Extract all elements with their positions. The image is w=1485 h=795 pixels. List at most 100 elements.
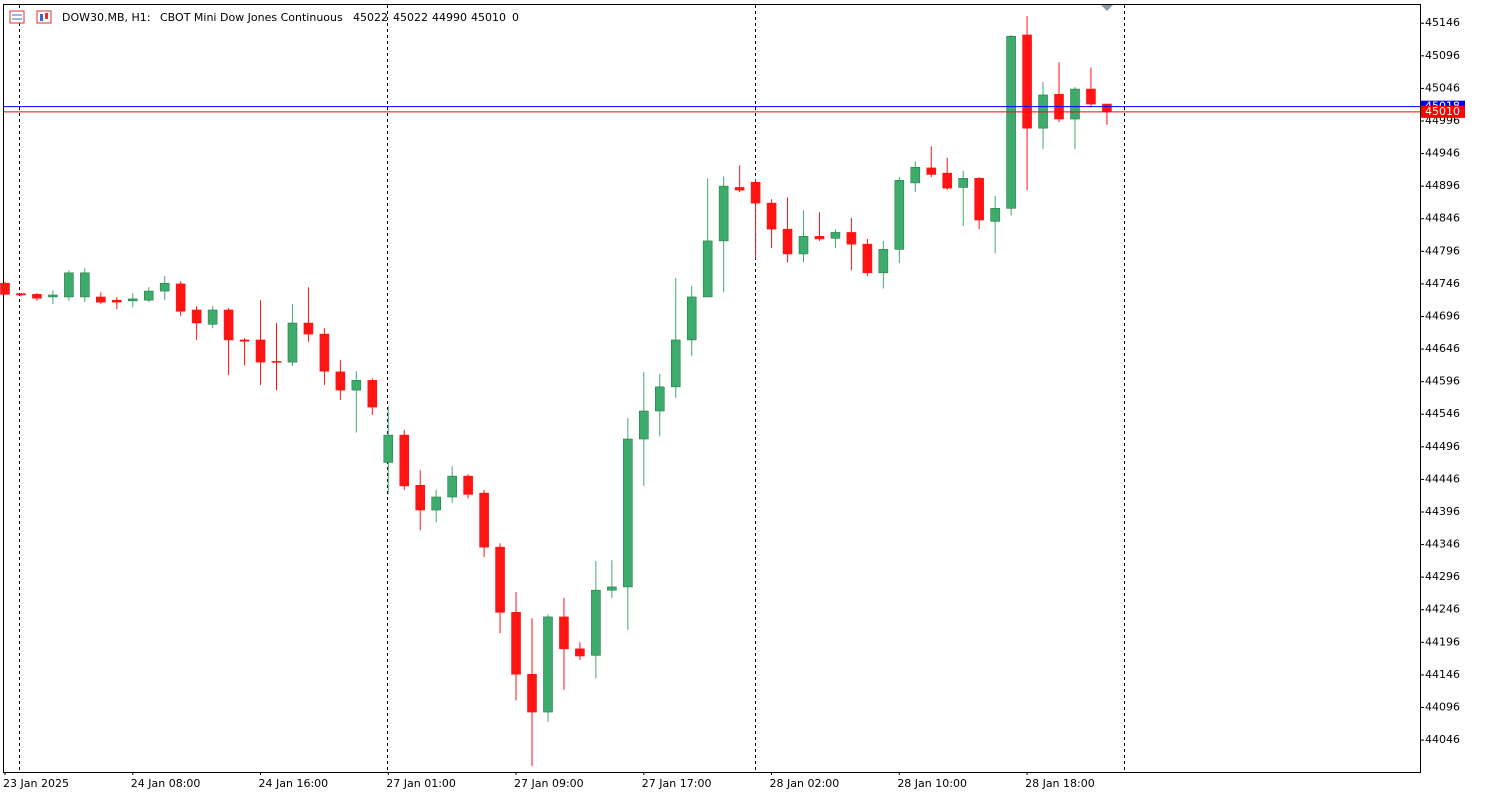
candle-body bbox=[575, 648, 585, 657]
header-icons bbox=[9, 10, 52, 24]
candle-body bbox=[846, 232, 857, 245]
y-tick-label: 44196 bbox=[1425, 635, 1460, 648]
y-tick-label: 44346 bbox=[1425, 538, 1460, 551]
candle-body bbox=[127, 298, 138, 302]
x-tick-label: 27 Jan 01:00 bbox=[386, 777, 456, 790]
candle-body bbox=[415, 484, 426, 511]
y-tick-label: 44396 bbox=[1425, 505, 1460, 518]
y-tick-label: 44096 bbox=[1425, 700, 1460, 713]
candle-body bbox=[32, 294, 42, 299]
candle-body bbox=[958, 178, 969, 188]
candle-body bbox=[734, 187, 745, 191]
candle-body bbox=[399, 434, 410, 487]
candle-body bbox=[159, 282, 170, 292]
candle-body bbox=[223, 309, 234, 341]
candle-body bbox=[64, 272, 74, 298]
bid-label-bg bbox=[1421, 105, 1465, 118]
bid-label: 45010 bbox=[1425, 105, 1460, 118]
candle-body bbox=[638, 410, 649, 440]
candle-body bbox=[0, 282, 10, 295]
candle-body bbox=[1102, 103, 1112, 113]
icon bbox=[45, 13, 48, 19]
icon bbox=[9, 10, 25, 24]
candle-body bbox=[782, 228, 793, 255]
y-tick-label: 44946 bbox=[1425, 147, 1460, 160]
y-tick-label: 44796 bbox=[1425, 244, 1460, 257]
candle-body bbox=[335, 371, 346, 391]
candle-body bbox=[351, 380, 362, 391]
candle-body bbox=[814, 236, 825, 240]
candle-body bbox=[48, 294, 58, 298]
candle-body bbox=[926, 167, 937, 175]
y-tick-label: 44146 bbox=[1425, 668, 1460, 681]
candle-body bbox=[96, 296, 106, 303]
header-open: 45022 bbox=[353, 11, 388, 24]
icon bbox=[36, 10, 52, 24]
candle-body bbox=[623, 438, 633, 588]
candle-body bbox=[894, 179, 905, 250]
candle-body bbox=[287, 322, 298, 363]
candle-body bbox=[654, 386, 665, 412]
header-close: 45010 bbox=[471, 11, 506, 24]
header-high: 45022 bbox=[393, 11, 428, 24]
candle-body bbox=[591, 589, 601, 656]
y-tick-label: 45146 bbox=[1425, 16, 1460, 29]
plot-frame bbox=[3, 4, 1421, 773]
candle-body bbox=[303, 322, 314, 335]
candle-body bbox=[1070, 88, 1080, 120]
candle-body bbox=[910, 166, 921, 184]
candle-body bbox=[431, 496, 441, 511]
shift-marker bbox=[1101, 5, 1113, 11]
period-separators bbox=[19, 5, 1125, 772]
icon bbox=[40, 14, 43, 21]
candle-body bbox=[1006, 35, 1016, 209]
header-volume: 0 bbox=[512, 11, 519, 24]
candle-body bbox=[1086, 88, 1096, 105]
candle-body bbox=[191, 309, 202, 324]
x-tick-label: 27 Jan 09:00 bbox=[514, 777, 584, 790]
chart-title: CBOT Mini Dow Jones Continuous bbox=[160, 11, 343, 24]
candle-body bbox=[111, 299, 122, 303]
y-tick-label: 44596 bbox=[1425, 375, 1460, 388]
y-tick-label: 44046 bbox=[1425, 733, 1460, 746]
candle-body bbox=[702, 240, 713, 298]
candle-body bbox=[1022, 34, 1032, 129]
candle-body bbox=[766, 202, 777, 230]
y-tick-label: 44446 bbox=[1425, 472, 1460, 485]
y-tick-label: 44546 bbox=[1425, 407, 1460, 420]
candle-body bbox=[495, 546, 505, 613]
candle-body bbox=[718, 185, 729, 242]
candle-body bbox=[942, 172, 953, 189]
candle-body bbox=[750, 181, 761, 204]
candle-body bbox=[862, 243, 873, 274]
candle-body bbox=[239, 339, 250, 342]
candle-body bbox=[527, 673, 537, 713]
symbol: DOW30.MB, H1: bbox=[62, 11, 151, 24]
candle-body bbox=[686, 296, 697, 341]
candle-body bbox=[878, 249, 889, 274]
candle-body bbox=[255, 339, 266, 363]
candle-body bbox=[974, 178, 984, 221]
candle-body bbox=[463, 475, 473, 495]
candle-body bbox=[207, 309, 218, 325]
x-tick-label: 28 Jan 18:00 bbox=[1025, 777, 1095, 790]
candle-body bbox=[543, 616, 553, 713]
candle-body bbox=[830, 232, 841, 239]
y-tick-label: 45046 bbox=[1425, 81, 1460, 94]
header-low: 44990 bbox=[432, 11, 467, 24]
candle-body bbox=[447, 475, 457, 498]
x-tick-label: 24 Jan 08:00 bbox=[131, 777, 201, 790]
x-tick-label: 23 Jan 2025 bbox=[3, 777, 69, 790]
candle-body bbox=[670, 339, 681, 388]
y-tick-label: 44696 bbox=[1425, 309, 1460, 322]
y-tick-label: 44896 bbox=[1425, 179, 1460, 192]
candle-body bbox=[319, 333, 330, 372]
candle-body bbox=[175, 283, 186, 312]
candle-body bbox=[80, 272, 90, 298]
y-tick-label: 44496 bbox=[1425, 440, 1460, 453]
candle-body bbox=[271, 361, 282, 363]
candle-body bbox=[798, 236, 809, 255]
candle-body bbox=[383, 434, 394, 463]
